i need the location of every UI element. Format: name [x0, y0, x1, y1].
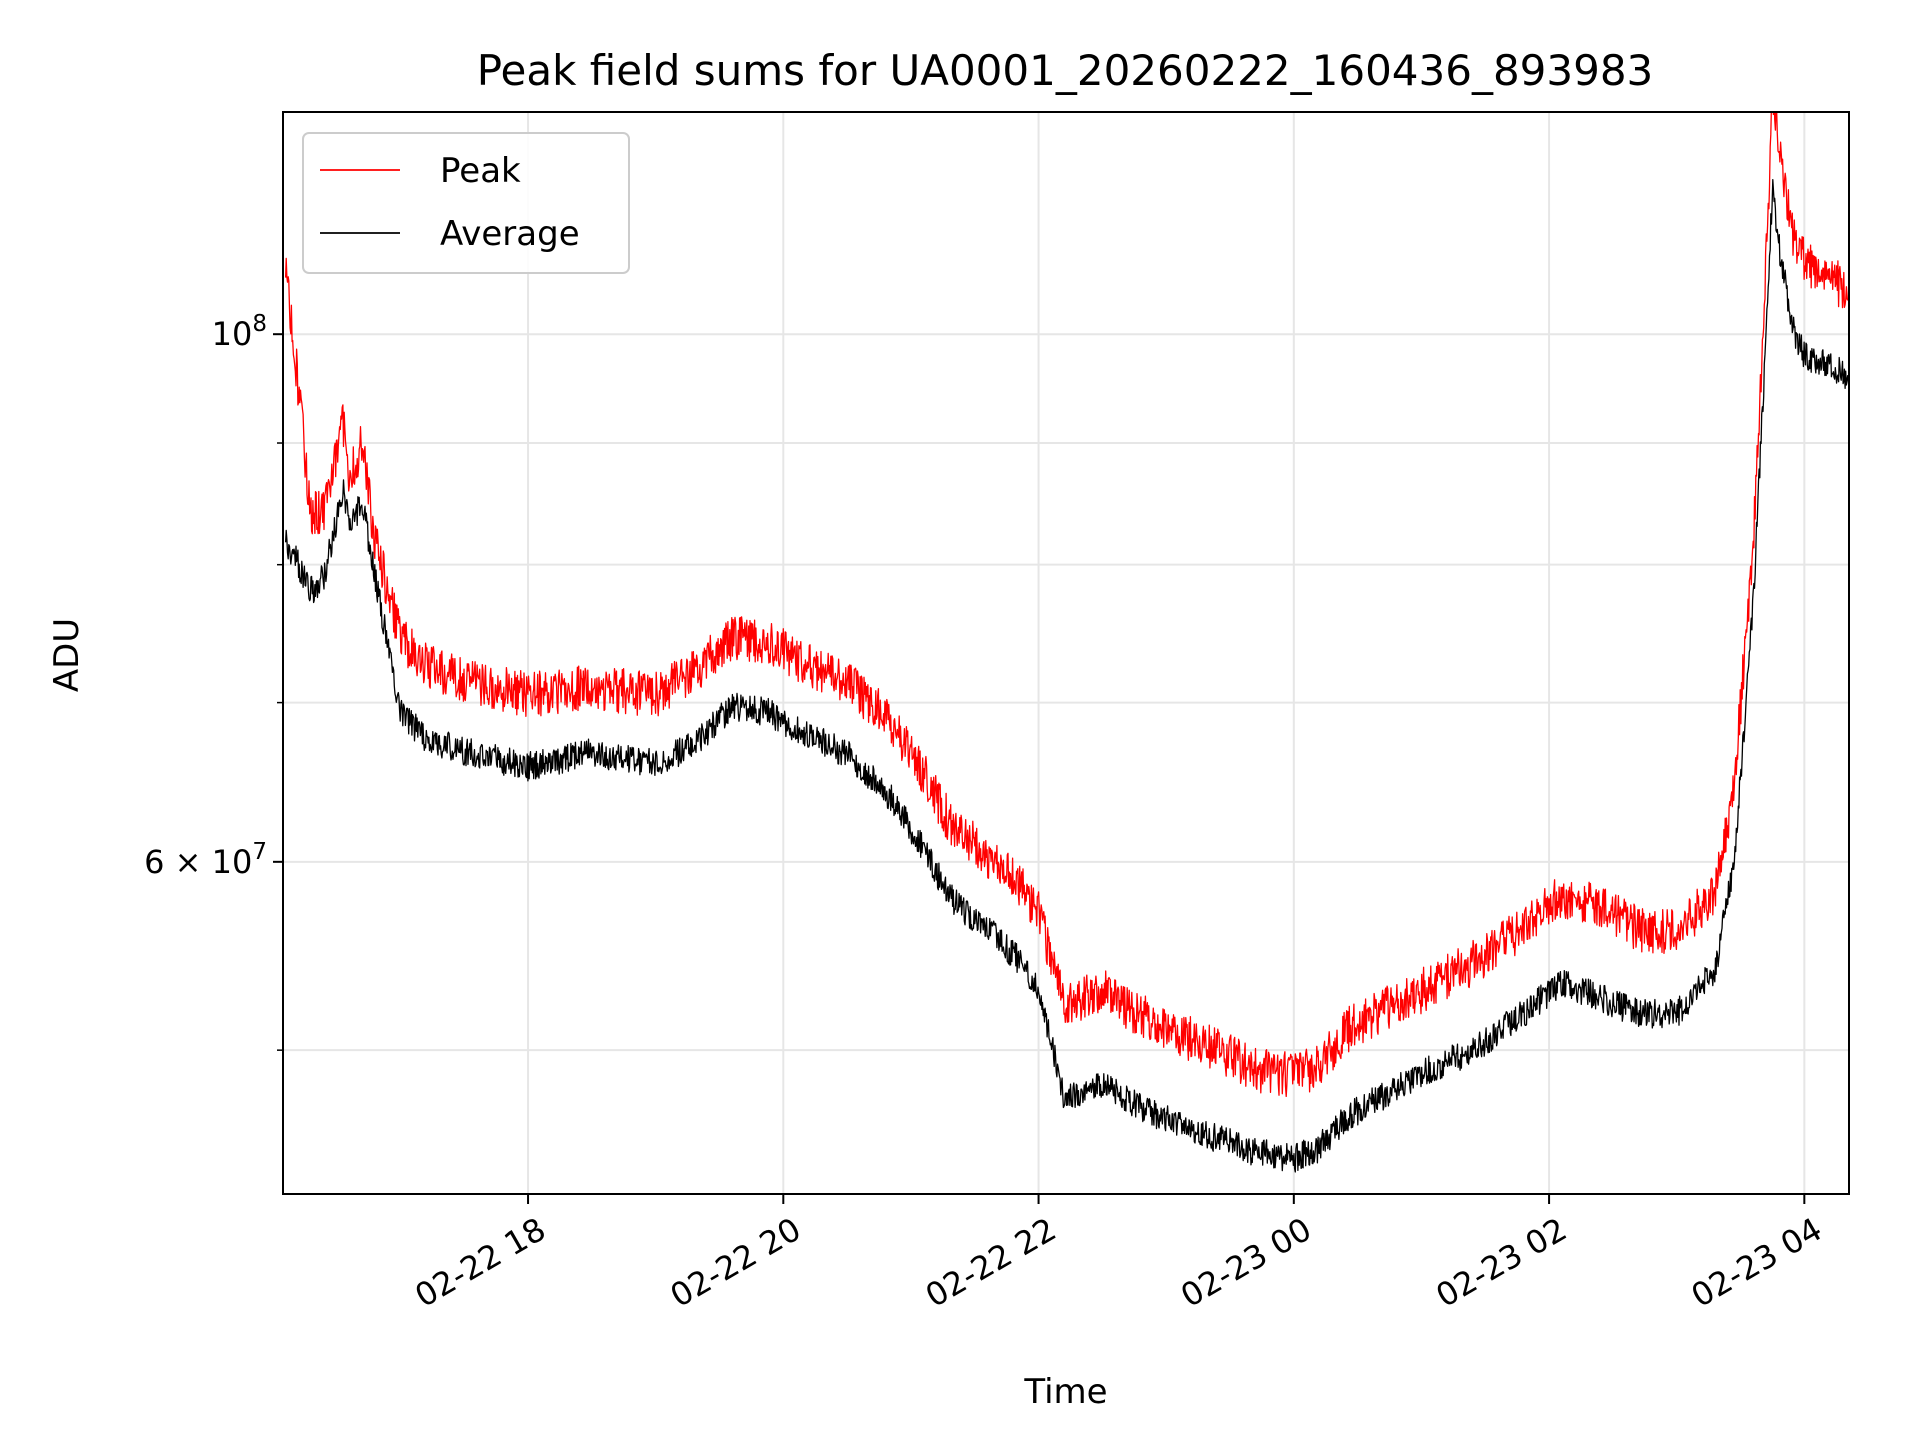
data-layer: [284, 112, 1849, 1173]
series-line-average: [284, 179, 1849, 1173]
y-tick-label: 6 × 107: [144, 839, 267, 881]
y-tick-label: 108: [212, 311, 267, 353]
legend-peak-label: Peak: [440, 151, 521, 191]
x-axis-label: Time: [1023, 1372, 1107, 1412]
y-axis-label: ADU: [47, 618, 87, 692]
legend-box: [302, 132, 630, 274]
chart-title: Peak field sums for UA0001_20260222_1604…: [477, 46, 1654, 95]
series-line-peak: [284, 112, 1849, 1098]
legend-average-label: Average: [440, 214, 580, 254]
grid-layer: [283, 112, 1849, 1194]
plot-frame: [282, 111, 1850, 1195]
legend: Peak Average: [302, 132, 630, 274]
